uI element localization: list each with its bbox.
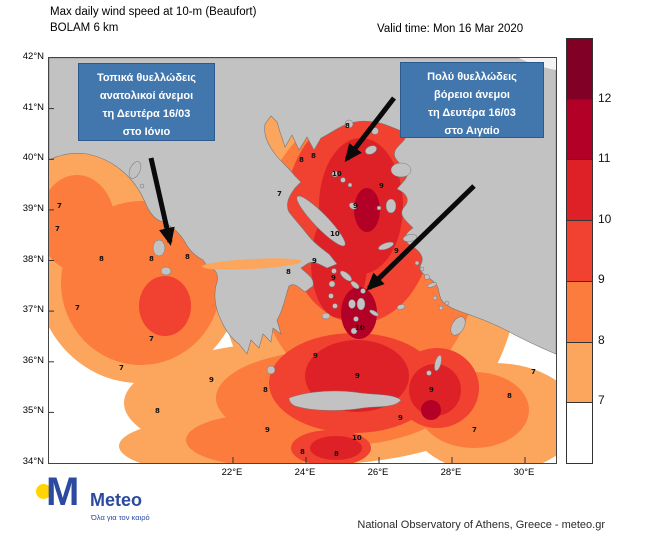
lon-tick-label: 24°E xyxy=(294,467,316,478)
lat-tick-label: 41°N xyxy=(22,102,44,113)
arrow-to-north-aegean xyxy=(344,96,396,163)
sun-dot-icon xyxy=(36,484,51,499)
arrow-to-ionian xyxy=(148,157,175,246)
svg-text:8: 8 xyxy=(185,253,190,261)
svg-text:8: 8 xyxy=(311,152,316,160)
svg-text:8: 8 xyxy=(345,122,350,130)
lat-tick-label: 42°N xyxy=(22,51,44,62)
svg-text:7: 7 xyxy=(531,368,536,376)
svg-text:7: 7 xyxy=(57,202,62,210)
colorbar-segment xyxy=(567,160,592,222)
lon-tick-label: 30°E xyxy=(513,467,535,478)
colorbar-tick-label: 9 xyxy=(598,272,605,286)
warning-text-line: Τοπικά θυελλώδεις xyxy=(96,72,196,84)
svg-text:7: 7 xyxy=(277,190,282,198)
ionian-warning-box: Τοπικά θυελλώδεις ανατολικοί άνεμοι τη Δ… xyxy=(78,63,215,141)
warning-text-line: ανατολικοί άνεμοι xyxy=(99,90,194,102)
svg-text:9: 9 xyxy=(394,247,399,255)
svg-text:8: 8 xyxy=(334,450,339,458)
lat-tick-label: 40°N xyxy=(22,152,44,163)
attribution-text: National Observatory of Athens, Greece -… xyxy=(357,519,605,531)
lat-tick-label: 35°N xyxy=(22,405,44,416)
svg-text:9: 9 xyxy=(398,414,403,422)
svg-text:9: 9 xyxy=(312,257,317,265)
map-title: Max daily wind speed at 10-m (Beaufort) xyxy=(50,6,257,18)
svg-text:10: 10 xyxy=(332,170,342,178)
svg-text:9: 9 xyxy=(313,352,318,360)
colorbar-tick-label: 8 xyxy=(598,333,605,347)
contour-labels: 7 7 8 8 8 7 7 7 8 8 8 10 9 9 10 9 8 9 9 … xyxy=(55,122,536,458)
warning-text-line: τη Δευτέρα 16/03 xyxy=(102,108,191,120)
warning-text-line: Πολύ θυελλώδεις xyxy=(427,71,517,83)
svg-text:8: 8 xyxy=(507,392,512,400)
colorbar-segment xyxy=(567,221,592,282)
arrow-to-central-aegean xyxy=(366,184,476,291)
svg-text:8: 8 xyxy=(300,448,305,456)
svg-text:7: 7 xyxy=(55,225,60,233)
aegean-warning-box: Πολύ θυελλώδεις βόρειοι άνεμοι τη Δευτέρ… xyxy=(400,62,544,138)
lat-tick-label: 37°N xyxy=(22,304,44,315)
colorbar-tick-label: 12 xyxy=(598,91,612,105)
lat-tick-label: 36°N xyxy=(22,355,44,366)
valid-time-label: Valid time: Mon 16 Mar 2020 xyxy=(377,23,524,35)
svg-text:8: 8 xyxy=(286,268,291,276)
svg-text:8: 8 xyxy=(263,386,268,394)
annotation-arrows xyxy=(148,96,476,291)
svg-text:9: 9 xyxy=(353,202,358,210)
colorbar-segment xyxy=(567,342,592,404)
svg-text:9: 9 xyxy=(429,386,434,394)
svg-text:8: 8 xyxy=(99,255,104,263)
svg-text:8: 8 xyxy=(299,156,304,164)
axis-ticks xyxy=(49,108,526,463)
svg-text:7: 7 xyxy=(472,426,477,434)
svg-text:7: 7 xyxy=(149,335,154,343)
lon-tick-label: 22°E xyxy=(221,467,243,478)
warning-text-line: βόρειοι άνεμοι xyxy=(434,89,510,101)
svg-text:8: 8 xyxy=(149,255,154,263)
colorbar-tick-label: 7 xyxy=(598,393,605,407)
meteo-logo[interactable]: M Meteo Όλα για τον καιρό xyxy=(34,470,164,544)
model-label: BOLAM 6 km xyxy=(50,22,119,34)
colorbar-tick-label: 11 xyxy=(598,151,611,165)
logo-m-glyph: M xyxy=(46,470,80,514)
svg-text:9: 9 xyxy=(355,372,360,380)
colorbar-segment xyxy=(567,281,592,343)
warning-text-line: στο Ιόνιο xyxy=(122,126,171,138)
lat-tick-label: 39°N xyxy=(22,203,44,214)
islands-layer xyxy=(128,119,466,411)
svg-text:7: 7 xyxy=(75,304,80,312)
svg-text:9: 9 xyxy=(209,376,214,384)
lon-tick-label: 28°E xyxy=(440,467,462,478)
lon-tick-label: 26°E xyxy=(367,467,389,478)
colorbar-tick-label: 10 xyxy=(598,212,612,226)
beaufort-colorbar xyxy=(566,38,593,464)
svg-text:10: 10 xyxy=(352,434,362,442)
lat-tick-label: 34°N xyxy=(22,456,44,467)
warning-text-line: τη Δευτέρα 16/03 xyxy=(428,107,516,119)
lat-tick-label: 38°N xyxy=(22,254,44,265)
colorbar-segment xyxy=(567,403,592,464)
svg-text:9: 9 xyxy=(265,426,270,434)
svg-text:8: 8 xyxy=(155,407,160,415)
colorbar-segment xyxy=(567,99,592,161)
svg-text:10: 10 xyxy=(330,230,340,238)
warning-text-line: στο Αιγαίο xyxy=(444,125,500,137)
svg-text:9: 9 xyxy=(331,274,336,282)
island-crete xyxy=(288,390,402,411)
svg-text:7: 7 xyxy=(119,364,124,372)
svg-text:10: 10 xyxy=(355,324,365,332)
logo-name: Meteo xyxy=(90,490,143,510)
logo-tagline: Όλα για τον καιρό xyxy=(91,513,150,522)
gulf-of-corinth xyxy=(202,258,302,270)
svg-text:9: 9 xyxy=(379,182,384,190)
colorbar-segment xyxy=(567,39,592,100)
